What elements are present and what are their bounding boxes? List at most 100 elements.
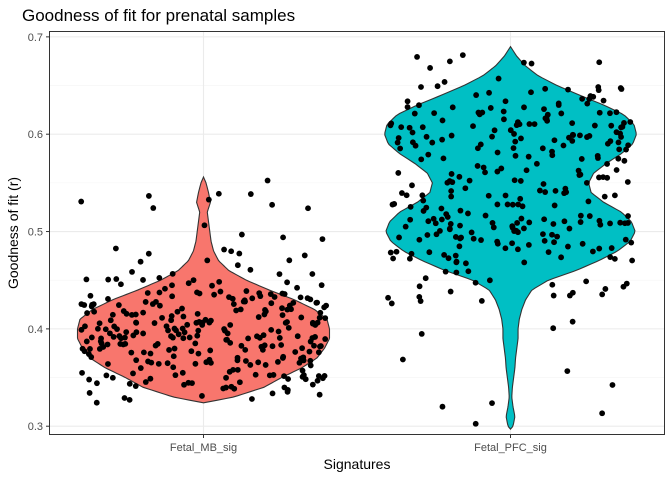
data-point xyxy=(238,342,245,349)
data-point xyxy=(607,110,613,117)
data-point xyxy=(175,331,182,338)
data-point xyxy=(595,155,601,161)
data-point xyxy=(154,341,161,347)
data-point xyxy=(105,296,111,302)
data-point xyxy=(236,379,243,386)
data-point xyxy=(550,221,557,227)
x-tick-label: Fetal_PFC_sig xyxy=(474,442,547,454)
data-point xyxy=(100,344,107,350)
y-tick-label: 0.3 xyxy=(28,421,43,433)
y-axis: 0.3 0.4 0.5 0.6 0.7 xyxy=(28,32,50,433)
data-point xyxy=(586,213,593,219)
data-point xyxy=(494,238,501,245)
data-point xyxy=(281,291,288,297)
data-point xyxy=(169,270,176,277)
data-point xyxy=(85,351,92,357)
data-point xyxy=(104,341,111,348)
data-point xyxy=(88,334,95,341)
data-point xyxy=(109,311,116,318)
data-point xyxy=(309,381,316,388)
data-point xyxy=(184,321,191,328)
data-point xyxy=(133,329,140,336)
data-point xyxy=(169,282,175,289)
data-point xyxy=(533,160,540,167)
data-point xyxy=(181,381,187,388)
data-point xyxy=(223,374,229,381)
data-point xyxy=(78,198,85,205)
data-point xyxy=(128,349,135,356)
data-point xyxy=(475,109,482,116)
data-point xyxy=(102,326,109,333)
data-point xyxy=(621,157,628,164)
data-point xyxy=(494,149,501,156)
data-point xyxy=(398,124,405,131)
data-point xyxy=(397,145,404,152)
data-point xyxy=(319,236,326,243)
data-point xyxy=(194,310,201,317)
data-point xyxy=(78,326,85,333)
data-point xyxy=(284,388,291,395)
data-point xyxy=(425,218,432,225)
data-point xyxy=(186,334,193,341)
data-point xyxy=(290,299,297,306)
data-point xyxy=(442,268,449,275)
data-point xyxy=(416,293,423,300)
data-point xyxy=(122,334,128,341)
data-point xyxy=(465,210,471,217)
data-point xyxy=(133,357,140,364)
data-point xyxy=(513,227,520,234)
data-point xyxy=(437,228,443,234)
data-point xyxy=(404,104,411,110)
data-point xyxy=(520,59,527,66)
data-point xyxy=(403,192,410,199)
data-point xyxy=(166,347,172,353)
data-point xyxy=(599,410,606,417)
data-point xyxy=(262,308,269,315)
data-point xyxy=(446,178,453,184)
data-point xyxy=(616,146,623,153)
data-point xyxy=(552,187,559,194)
data-point xyxy=(407,216,414,223)
data-point xyxy=(157,302,163,309)
data-point xyxy=(560,142,567,149)
data-point xyxy=(322,336,329,342)
data-point xyxy=(128,312,135,318)
data-point xyxy=(452,252,459,259)
data-point xyxy=(487,105,494,111)
data-point xyxy=(512,152,519,159)
data-point xyxy=(285,376,291,382)
data-point xyxy=(96,320,103,327)
data-point xyxy=(307,357,314,364)
data-point xyxy=(578,156,585,162)
data-point xyxy=(470,123,476,130)
data-point xyxy=(577,212,584,219)
data-point xyxy=(628,239,635,246)
data-point xyxy=(543,115,550,122)
data-point xyxy=(447,288,454,295)
data-point xyxy=(541,216,548,223)
data-point xyxy=(550,325,557,332)
data-point xyxy=(609,382,616,388)
data-point xyxy=(132,383,139,389)
data-point xyxy=(525,153,532,160)
data-point xyxy=(406,255,413,262)
data-point xyxy=(247,266,254,273)
data-point xyxy=(502,98,509,105)
data-point xyxy=(429,139,436,146)
data-point xyxy=(279,312,286,318)
data-point xyxy=(114,326,120,333)
data-point xyxy=(489,133,495,140)
data-point xyxy=(558,254,564,261)
data-point xyxy=(465,268,472,275)
data-point xyxy=(585,198,592,205)
data-point xyxy=(526,219,533,226)
data-point xyxy=(596,59,603,66)
data-point xyxy=(526,121,533,127)
data-point xyxy=(583,278,590,285)
data-point xyxy=(474,163,481,169)
data-point xyxy=(477,141,484,148)
data-point xyxy=(618,124,624,131)
data-point xyxy=(206,319,213,326)
data-point xyxy=(494,201,501,208)
data-point xyxy=(227,322,234,328)
